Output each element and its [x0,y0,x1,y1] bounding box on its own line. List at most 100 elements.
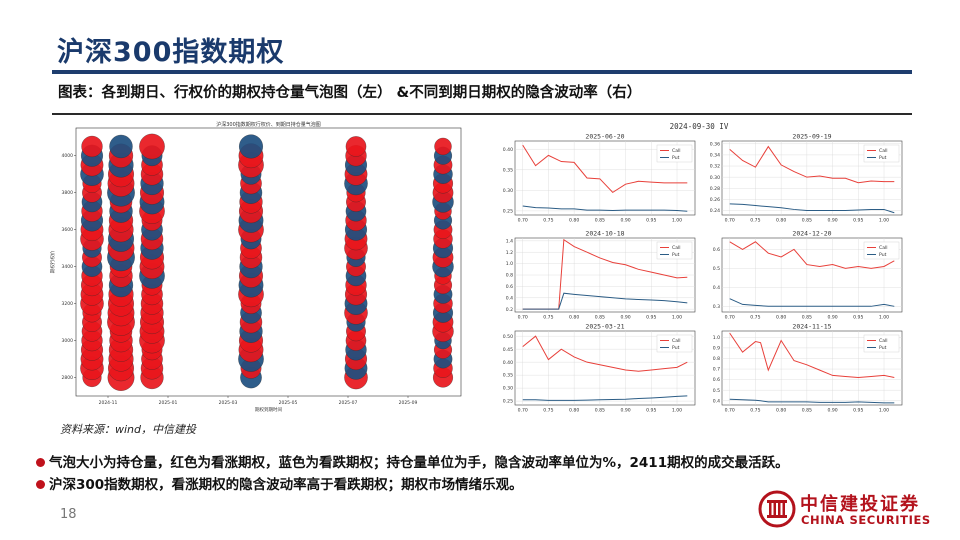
figure-caption: 图表：各到期日、行权价的期权持仓量气泡图（左） &不同到期日期权的隐含波动率（右… [58,85,642,101]
iv-y-tick-label: 0.34 [710,153,720,159]
iv-x-tick-label: 1.00 [672,315,682,321]
iv-panel-frame [721,237,903,313]
put-bubble [239,134,263,159]
iv-x-tick-label: 1.00 [672,218,682,224]
bullet-dot [36,457,45,467]
iv-legend-label: Put [879,252,887,258]
iv-x-tick-label: 0.70 [725,218,735,224]
call-bubble [434,137,452,156]
bubble-title: 沪深300指数期权行权价、到期日持仓量气泡图 [216,121,321,128]
bubble-y-tick-label: 3000 [62,338,74,344]
call-bubble [345,136,367,157]
bubble-y-tick-label: 4000 [62,153,74,159]
iv-x-tick-label: 0.90 [620,408,630,414]
bubble-x-label: 期权到期时间 [255,406,282,413]
iv-y-tick-label: 0.9 [713,346,720,352]
call-series-line [729,145,895,184]
iv-legend-label: Put [672,345,680,351]
iv-x-tick-label: 0.80 [776,408,786,414]
bubble-x-tick-label: 2025-09 [399,400,418,406]
iv-x-tick-label: 0.75 [750,218,760,224]
bubble-y-tick-label: 3600 [62,227,74,233]
iv-y-tick-label: 0.36 [710,141,720,147]
iv-y-tick-label: 0.8 [506,273,513,279]
iv-panel-frame [721,140,903,216]
bubble-chart: 沪深300指数期权行权价、到期日持仓量气泡图 2800 3000 3200 3400 36… [46,118,466,413]
iv-x-tick-label: 0.70 [725,408,735,414]
iv-legend-label: Put [672,252,680,258]
iv-x-tick-label: 0.85 [802,315,812,321]
bullet-1-text: 气泡大小为持仓量，红色为看涨期权，蓝色为看跌期权；持仓量单位为手，隐含波动率单位… [49,455,789,471]
iv-x-tick-label: 0.70 [518,218,528,224]
iv-panel-title: 2025-03-21 [585,323,624,331]
iv-x-tick-label: 0.75 [750,315,760,321]
iv-y-tick-label: 0.4 [506,295,513,301]
iv-legend-label: Call [672,148,681,154]
iv-panel: 2024-12-20 0.70 0.75 0.80 0.85 0.90 0.95 1.00 0.… [713,230,903,321]
put-series-line [522,205,688,212]
iv-y-tick-label: 0.35 [503,167,513,173]
iv-y-tick-label: 0.6 [713,377,720,383]
call-bubble [81,135,103,158]
iv-y-tick-label: 0.45 [503,347,513,353]
iv-x-tick-label: 0.95 [646,408,656,414]
iv-x-tick-label: 1.00 [672,408,682,414]
iv-y-tick-label: 0.30 [503,188,513,194]
iv-y-tick-label: 0.35 [503,373,513,379]
iv-x-tick-label: 0.90 [620,315,630,321]
page-number: 18 [60,507,77,522]
iv-y-tick-label: 0.6 [506,284,513,290]
iv-x-tick-label: 0.75 [750,408,760,414]
iv-panel: 2024-10-18 0.70 0.75 0.80 0.85 0.90 0.95 1.00 0.… [506,230,696,321]
iv-x-tick-label: 0.95 [853,315,863,321]
iv-y-tick-label: 1.0 [713,335,720,341]
iv-chart-grid: 2024-09-30 IV 2025-06-20 0.70 0.75 0.80 0.85 0… [485,118,913,413]
iv-legend-label: Put [672,155,680,161]
iv-y-tick-label: 1.2 [506,250,513,256]
iv-x-tick-label: 0.75 [543,408,553,414]
iv-bg [485,118,913,413]
iv-y-tick-label: 0.25 [503,208,513,214]
put-series-line [522,292,688,310]
iv-x-tick-label: 0.85 [595,218,605,224]
iv-y-tick-label: 1.4 [506,238,513,244]
caption-rule [52,113,912,115]
iv-legend-label: Call [672,245,681,251]
iv-y-tick-label: 0.30 [710,175,720,181]
iv-x-tick-label: 0.75 [543,315,553,321]
put-series-line [729,203,895,214]
iv-x-tick-label: 0.90 [827,218,837,224]
iv-legend-label: Put [879,155,887,161]
iv-x-tick-label: 0.80 [569,408,579,414]
iv-x-tick-label: 0.85 [802,218,812,224]
iv-panel-title: 2024-10-18 [585,230,624,238]
iv-y-tick-label: 0.32 [710,164,720,170]
iv-x-tick-label: 0.85 [802,408,812,414]
iv-legend-label: Call [672,338,681,344]
bullet-2: 沪深300指数期权，看涨期权的隐含波动率高于看跌期权；期权市场情绪乐观。 [36,473,523,493]
iv-main-title: 2024-09-30 IV [670,122,729,131]
call-series-line [522,144,688,194]
bubble-y-label: 期权行权价 [49,250,56,273]
iv-x-tick-label: 1.00 [879,315,889,321]
logo-mark-icon [758,490,796,528]
bullet-1: 气泡大小为持仓量，红色为看涨期权，蓝色为看跌期权；持仓量单位为手，隐含波动率单位… [36,451,789,471]
iv-y-tick-label: 0.40 [503,147,513,153]
bubble-y-tick-label: 3200 [62,301,74,307]
call-bubble [139,133,165,160]
iv-y-tick-label: 0.7 [713,367,720,373]
title-rule [52,70,912,74]
iv-y-tick-label: 0.4 [713,285,720,291]
iv-legend-label: Call [879,338,888,344]
bubble-x-tick-label: 2025-05 [279,400,298,406]
iv-panel-title: 2024-12-20 [792,230,831,238]
iv-x-tick-label: 0.90 [827,408,837,414]
iv-x-tick-label: 1.00 [879,408,889,414]
bubble-x-tick-label: 2025-01 [159,400,178,406]
iv-x-tick-label: 0.85 [595,408,605,414]
iv-panel-title: 2024-11-15 [792,323,831,331]
iv-x-tick-label: 1.00 [879,218,889,224]
bubble-y-tick-label: 2800 [62,375,74,381]
logo-en-text: CHINA SECURITIES [801,513,931,527]
bubble-x-tick-label: 2025-07 [339,400,358,406]
